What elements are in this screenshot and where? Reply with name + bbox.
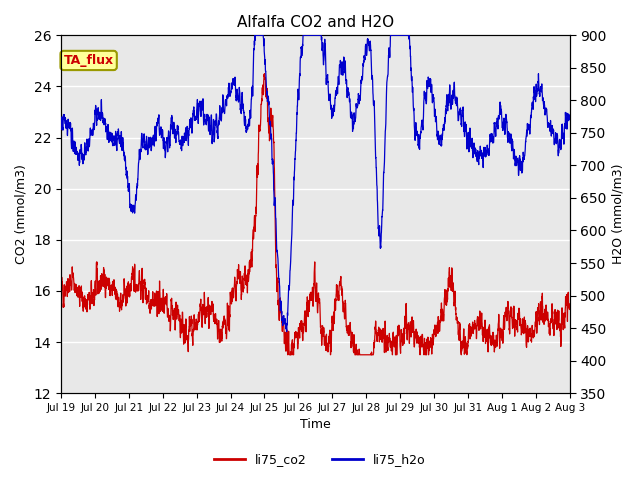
Title: Alfalfa CO2 and H2O: Alfalfa CO2 and H2O bbox=[237, 15, 394, 30]
Y-axis label: CO2 (mmol/m3): CO2 (mmol/m3) bbox=[15, 164, 28, 264]
Text: TA_flux: TA_flux bbox=[63, 54, 114, 67]
Y-axis label: H2O (mmol/m3): H2O (mmol/m3) bbox=[612, 164, 625, 264]
X-axis label: Time: Time bbox=[300, 419, 331, 432]
Legend: li75_co2, li75_h2o: li75_co2, li75_h2o bbox=[209, 448, 431, 471]
